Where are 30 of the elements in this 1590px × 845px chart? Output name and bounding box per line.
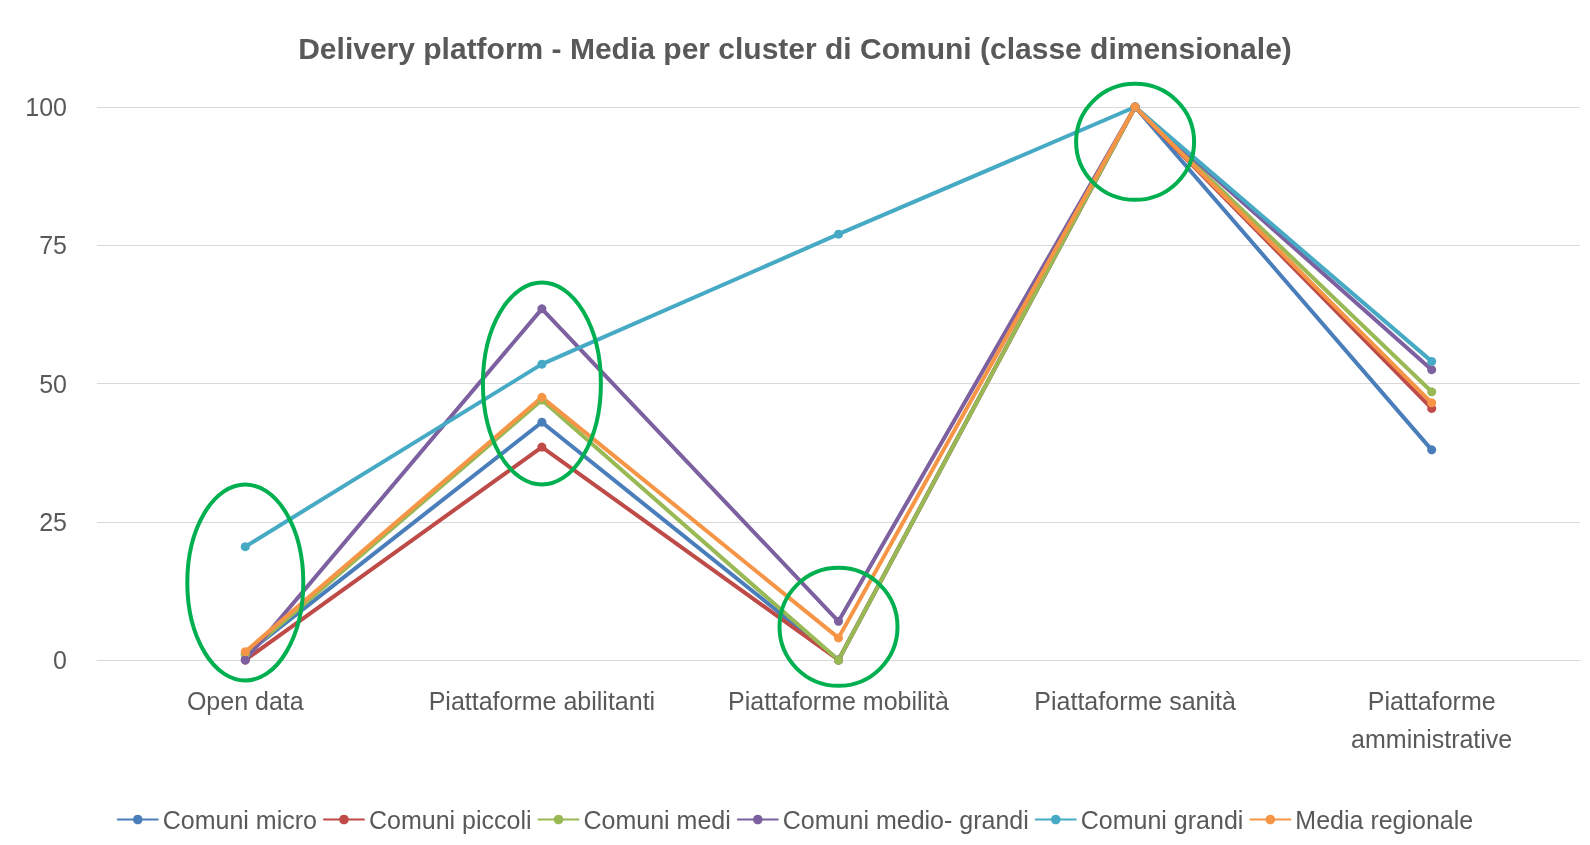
y-tick-label: 75 [39,231,67,260]
point [1427,398,1437,408]
legend-label: Comuni piccoli [368,805,532,834]
x-tick-label: Piattaforme amministrative [1351,687,1513,753]
legend-label: Comuni grandi [1080,805,1244,834]
point [240,542,250,552]
y-tick-label: 100 [25,93,67,121]
legend-label: Media regionale [1295,805,1474,834]
y-tick-label: 25 [39,507,67,536]
point [1427,387,1437,397]
point [1427,365,1437,375]
x-tick-label: Piattaforme mobilità [728,687,950,715]
point [834,633,843,643]
point [834,616,843,626]
point [537,359,547,369]
point [537,442,547,452]
point [1427,356,1437,366]
legend-label: Comuni medio- grandi [782,805,1029,834]
legend-label: Comuni medi [583,805,731,834]
chart-title: Delivery platform - Media per cluster di Comuni (classe dimensionale) [298,31,1292,65]
point [834,229,843,239]
point [537,304,547,314]
x-tick-label: Piattaforme sanità [1034,687,1236,715]
y-tick-label: 0 [53,646,67,674]
point [537,417,547,427]
x-tick-label: Open data [186,687,304,715]
point [1427,445,1437,455]
x-tick-label: Piattaforme abilitanti [428,687,656,715]
legend-label: Comuni micro [162,805,317,834]
y-tick-label: 50 [39,369,67,398]
